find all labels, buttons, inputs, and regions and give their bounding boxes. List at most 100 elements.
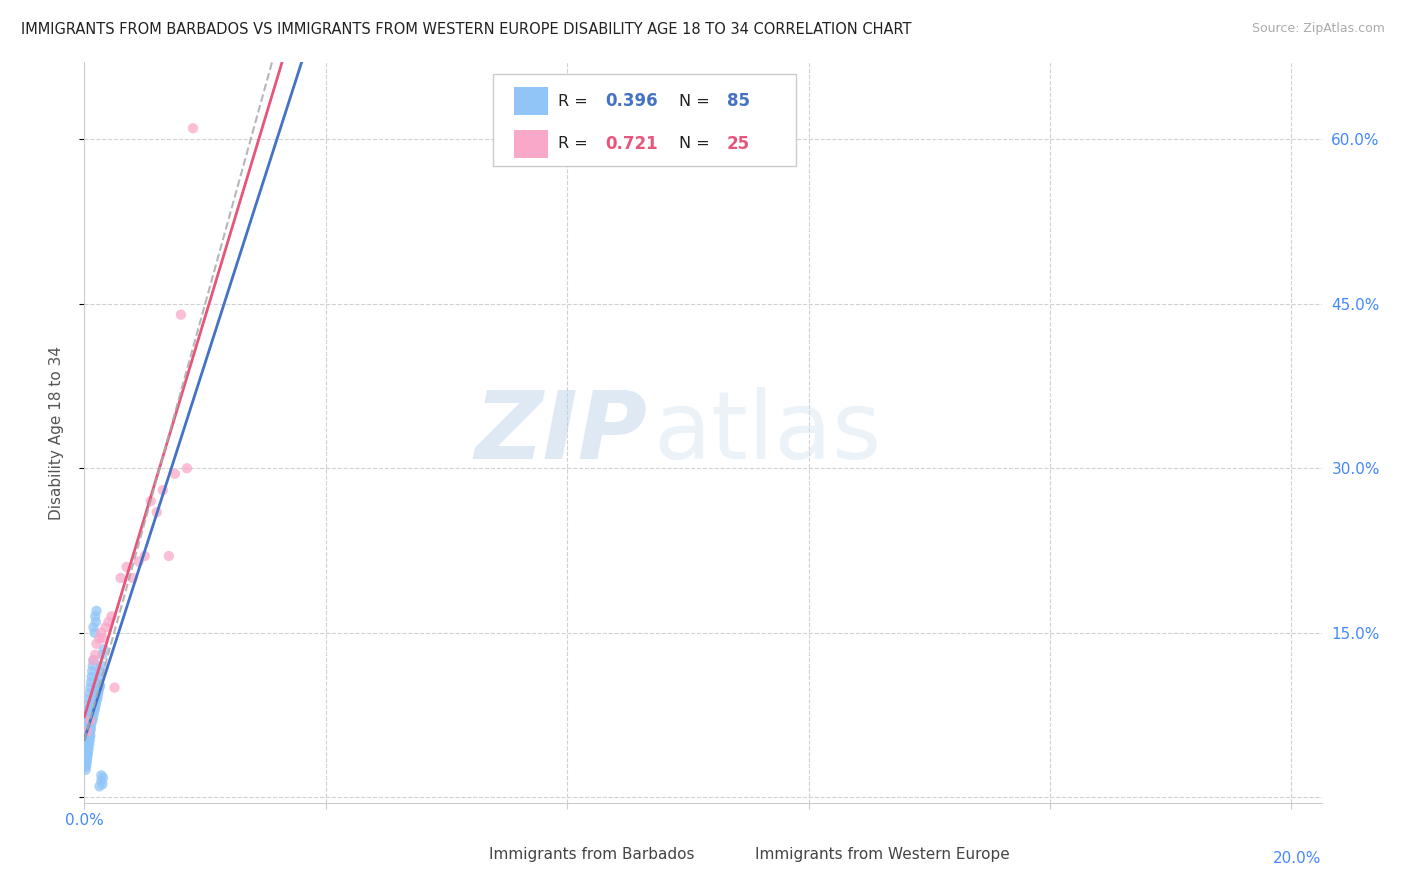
Point	[86, 604, 108, 618]
Point	[76, 744, 98, 758]
Point	[75, 741, 97, 756]
Point	[139, 494, 162, 508]
Point	[89, 681, 111, 695]
Point	[77, 735, 100, 749]
Point	[77, 730, 100, 744]
Point	[82, 702, 104, 716]
Point	[86, 694, 108, 708]
Point	[90, 625, 112, 640]
FancyBboxPatch shape	[492, 73, 796, 166]
Point	[100, 609, 122, 624]
Text: 0.396: 0.396	[605, 92, 658, 110]
Point	[121, 571, 143, 585]
Point	[76, 730, 98, 744]
Point	[176, 461, 198, 475]
Point	[163, 467, 186, 481]
Point	[83, 691, 105, 706]
Point	[84, 615, 107, 629]
Point	[77, 697, 100, 711]
Point	[77, 730, 100, 744]
FancyBboxPatch shape	[513, 87, 548, 115]
Point	[82, 708, 104, 723]
Point	[76, 752, 98, 766]
Point	[91, 777, 114, 791]
Point	[75, 759, 97, 773]
Point	[77, 724, 100, 739]
Point	[146, 505, 169, 519]
Point	[76, 738, 98, 752]
Point	[80, 675, 103, 690]
Point	[79, 729, 101, 743]
Point	[84, 648, 107, 662]
Point	[77, 691, 100, 706]
Text: 25: 25	[727, 135, 749, 153]
Point	[77, 747, 100, 761]
Point	[86, 691, 108, 706]
Point	[94, 620, 117, 634]
Point	[157, 549, 180, 563]
Point	[87, 682, 110, 697]
Point	[80, 714, 103, 728]
Point	[83, 702, 105, 716]
Point	[90, 773, 112, 788]
Point	[76, 747, 98, 761]
Point	[75, 757, 97, 772]
Text: 0.721: 0.721	[605, 135, 658, 153]
Point	[75, 735, 97, 749]
Point	[80, 670, 103, 684]
Point	[87, 686, 110, 700]
Point	[89, 664, 111, 678]
Point	[77, 738, 100, 752]
Point	[110, 571, 132, 585]
Point	[91, 632, 114, 646]
FancyBboxPatch shape	[721, 844, 749, 866]
Point	[77, 714, 100, 728]
Point	[90, 658, 112, 673]
Point	[84, 700, 107, 714]
Point	[89, 632, 111, 646]
Text: 20.0%: 20.0%	[1274, 851, 1322, 866]
Point	[75, 724, 97, 739]
Point	[82, 697, 104, 711]
Text: atlas: atlas	[654, 386, 882, 479]
Point	[83, 705, 105, 719]
Point	[84, 609, 107, 624]
Point	[82, 653, 104, 667]
Text: R =: R =	[558, 94, 593, 109]
Point	[84, 697, 107, 711]
Point	[76, 714, 98, 728]
Point	[82, 620, 104, 634]
Point	[93, 642, 115, 657]
Point	[152, 483, 174, 498]
Point	[87, 670, 110, 684]
Y-axis label: Disability Age 18 to 34: Disability Age 18 to 34	[49, 345, 63, 520]
Text: ZIP: ZIP	[474, 386, 647, 479]
Point	[91, 771, 114, 785]
Point	[82, 664, 104, 678]
Text: N =: N =	[679, 94, 716, 109]
Point	[83, 625, 105, 640]
Point	[80, 702, 103, 716]
Point	[86, 675, 108, 690]
Point	[84, 686, 107, 700]
Point	[76, 751, 98, 765]
Point	[82, 658, 104, 673]
Point	[79, 727, 101, 741]
Point	[75, 763, 97, 777]
Point	[134, 549, 156, 563]
Point	[79, 724, 101, 739]
Point	[79, 681, 101, 695]
Point	[77, 742, 100, 756]
Point	[80, 708, 103, 723]
Point	[77, 724, 100, 739]
Point	[82, 711, 104, 725]
Point	[76, 756, 98, 770]
Text: Source: ZipAtlas.com: Source: ZipAtlas.com	[1251, 22, 1385, 36]
FancyBboxPatch shape	[513, 129, 548, 158]
Point	[79, 733, 101, 747]
Point	[86, 637, 108, 651]
Point	[76, 724, 98, 739]
Point	[89, 678, 111, 692]
Point	[97, 615, 120, 629]
Point	[103, 681, 125, 695]
